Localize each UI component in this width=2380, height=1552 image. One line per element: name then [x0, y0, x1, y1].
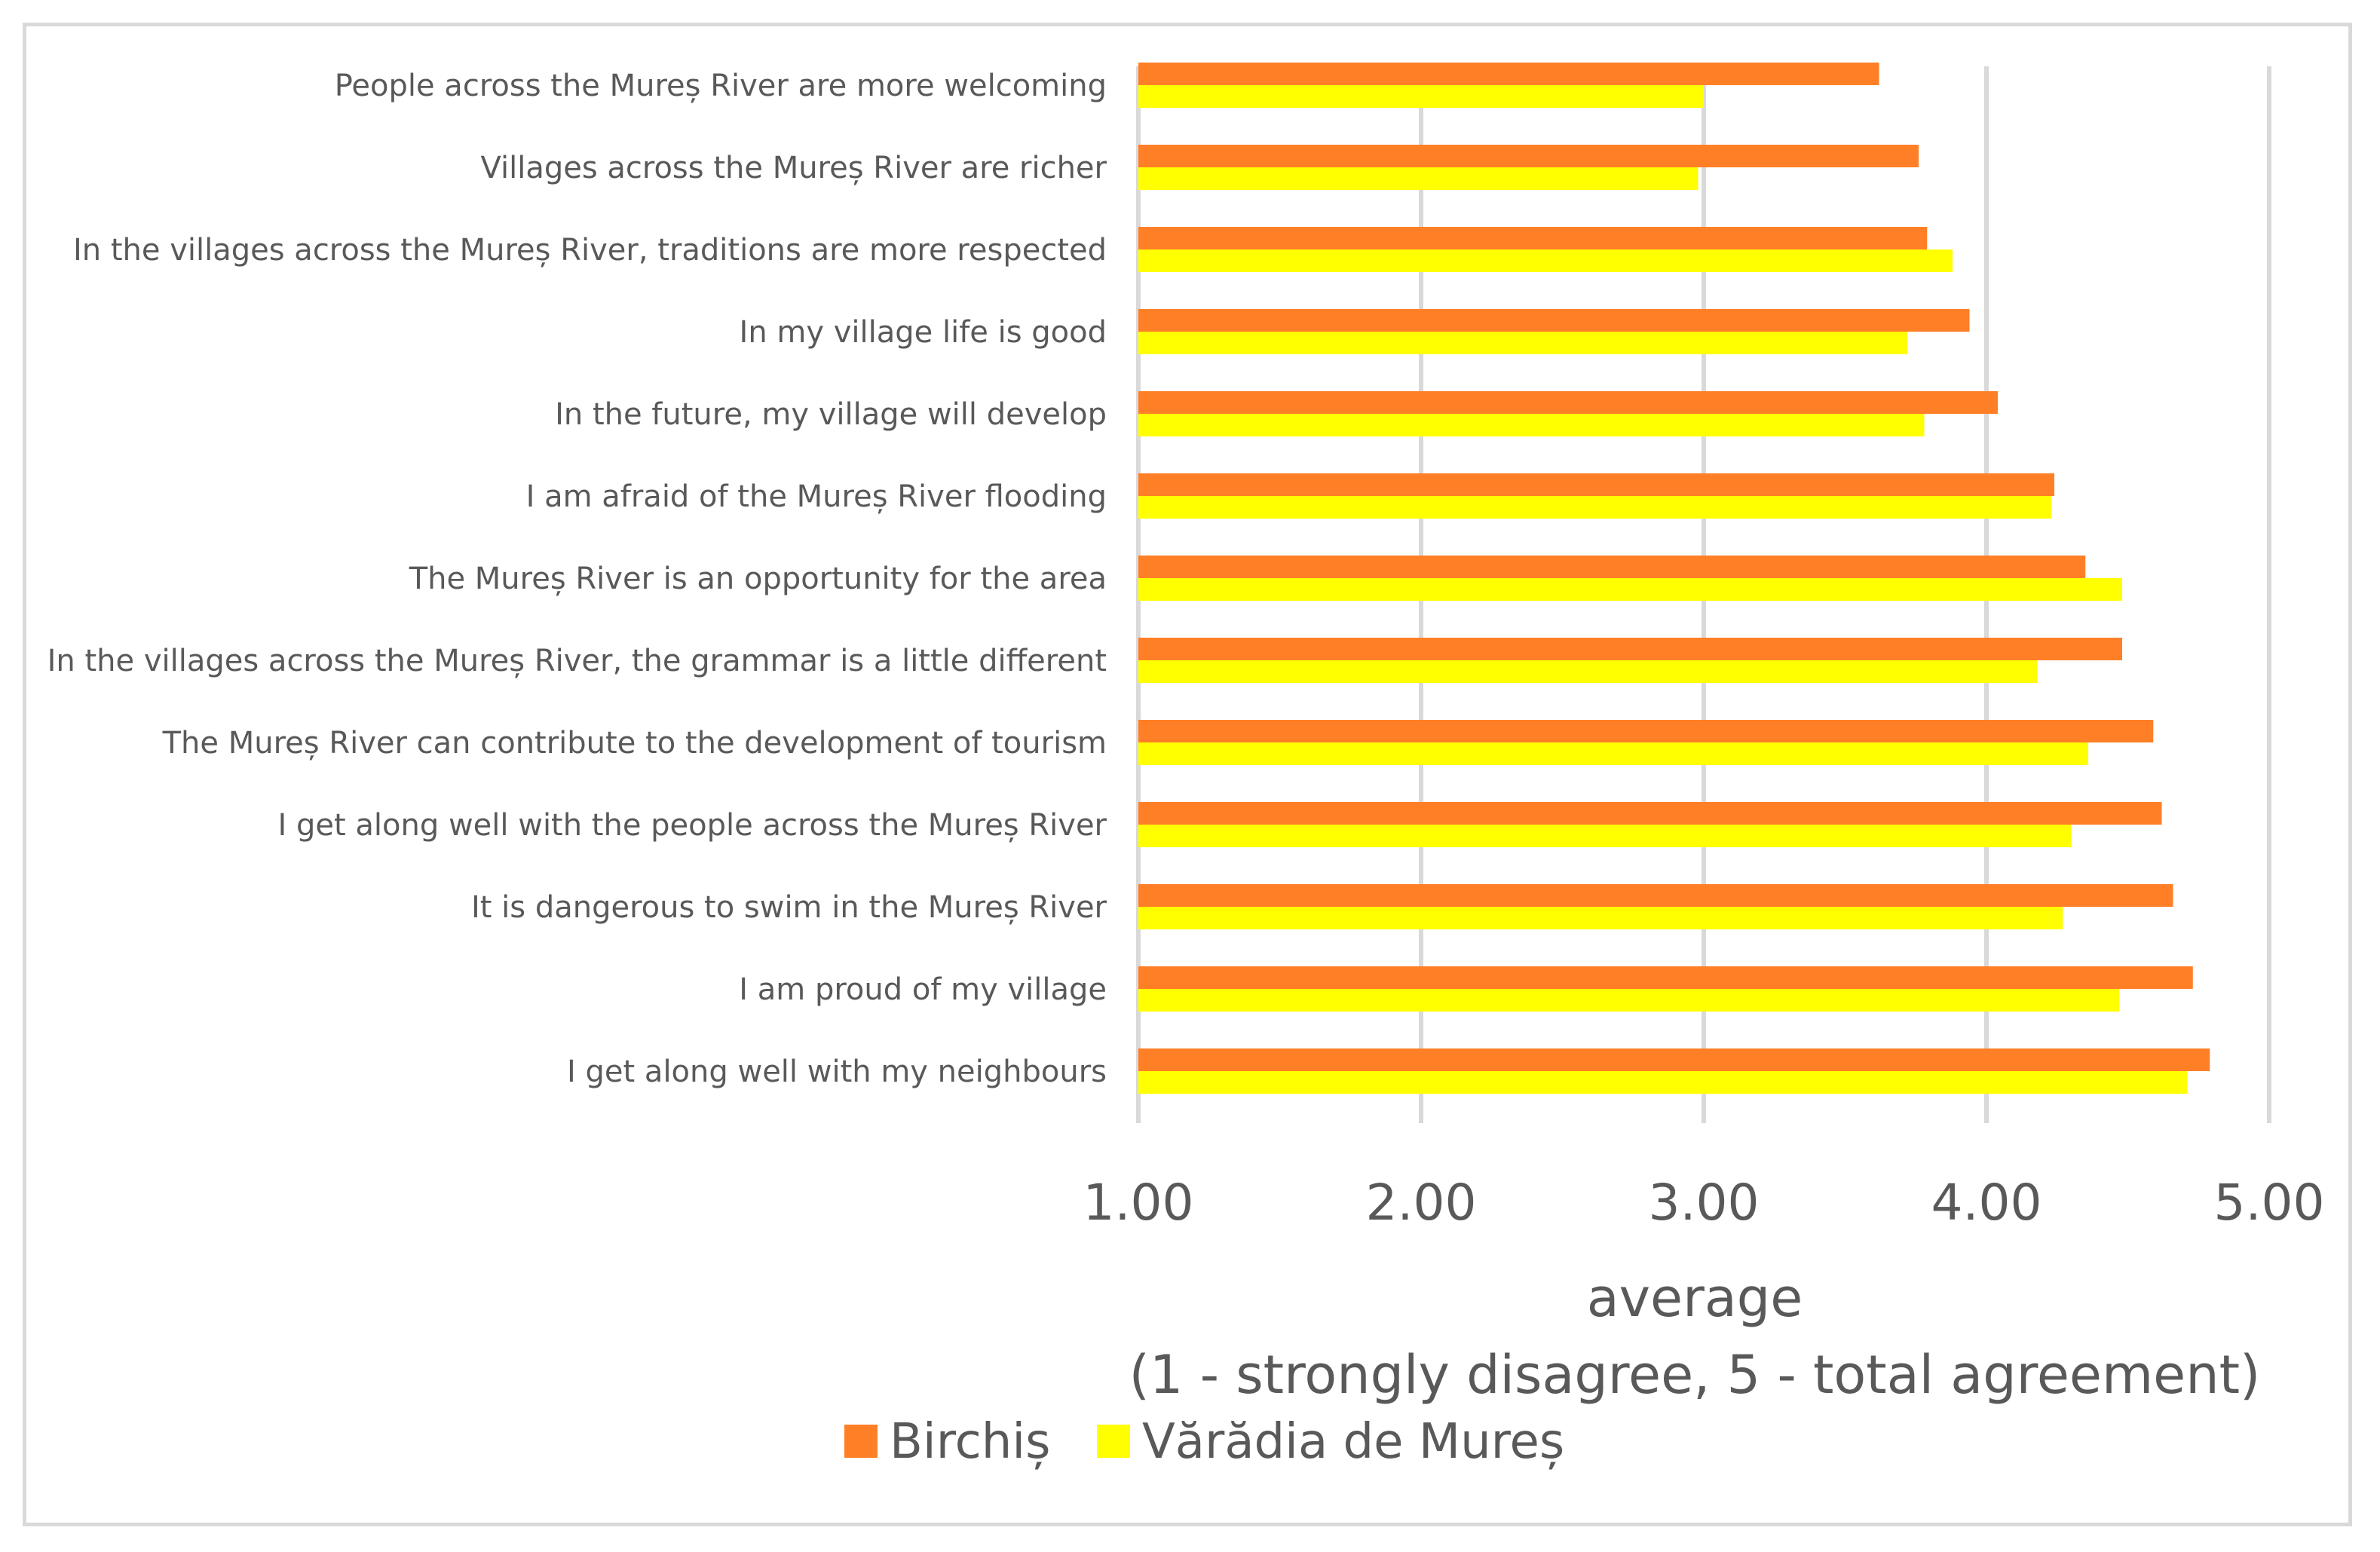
x-tick-label: 3.00: [1649, 1174, 1760, 1232]
x-tick-label: 4.00: [1931, 1174, 2042, 1232]
x-axis-title-line2: (1 - strongly disagree, 5 - total agreem…: [1129, 1344, 2261, 1406]
bar-varadia: [1138, 825, 2072, 847]
category-label: The Mureș River is an opportunity for th…: [409, 562, 1107, 596]
legend-swatch-birchis: [844, 1425, 878, 1458]
bar-varadia: [1138, 742, 2088, 765]
bar-varadia: [1138, 249, 1953, 272]
bar-varadia: [1138, 578, 2122, 601]
bar-birchis: [1138, 145, 1919, 167]
bar-birchis: [1138, 391, 1998, 414]
bar-varadia: [1138, 85, 1704, 108]
legend: Birchiș Vărădia de Mureș: [844, 1414, 1564, 1470]
bar-varadia: [1138, 496, 2052, 519]
category-label: In my village life is good: [740, 315, 1107, 350]
x-tick-label: 1.00: [1083, 1174, 1194, 1232]
legend-label-birchis[interactable]: Birchiș: [890, 1414, 1050, 1470]
bar-birchis: [1138, 884, 2173, 907]
bar-birchis: [1138, 802, 2162, 825]
category-label: I am proud of my village: [739, 972, 1107, 1007]
x-tick-labels: 1.00 2.00 3.00 4.00 5.00: [1083, 1174, 2325, 1232]
legend-label-varadia[interactable]: Vărădia de Mureș: [1142, 1414, 1564, 1470]
bar-birchis: [1138, 473, 2054, 496]
bar-varadia: [1138, 907, 2063, 929]
category-label: Villages across the Mureș River are rich…: [481, 151, 1107, 185]
category-label: The Mureș River can contribute to the de…: [162, 726, 1107, 761]
x-tick-label: 2.00: [1366, 1174, 1477, 1232]
bar-varadia: [1138, 414, 1925, 436]
bar-birchis: [1138, 309, 1970, 332]
bar-varadia: [1138, 989, 2120, 1012]
category-label: I get along well with the people across …: [278, 808, 1107, 843]
bar-birchis: [1138, 638, 2122, 660]
bar-varadia: [1138, 167, 1698, 190]
category-labels: People across the Mureș River are more w…: [47, 69, 1107, 1089]
category-label: I get along well with my neighbours: [567, 1055, 1107, 1089]
bar-birchis: [1138, 227, 1928, 249]
bar-birchis: [1138, 966, 2193, 989]
x-tick-label: 5.00: [2214, 1174, 2325, 1232]
bar-varadia: [1138, 332, 1907, 354]
chart-frame: [23, 23, 2352, 1526]
bar-birchis: [1138, 63, 1879, 85]
bar-varadia: [1138, 1071, 2188, 1094]
bar-birchis: [1138, 556, 2086, 578]
category-label: I am afraid of the Mureș River flooding: [526, 479, 1107, 514]
category-label: In the villages across the Mureș River, …: [73, 233, 1107, 268]
bars: [1138, 63, 2210, 1094]
category-label: It is dangerous to swim in the Mureș Riv…: [471, 890, 1107, 925]
legend-swatch-varadia: [1097, 1425, 1130, 1458]
category-label: People across the Mureș River are more w…: [335, 69, 1107, 103]
x-axis-title-line1: average: [1587, 1267, 1803, 1329]
category-label: In the future, my village will develop: [555, 397, 1107, 432]
category-label: In the villages across the Mureș River, …: [47, 644, 1107, 678]
bar-birchis: [1138, 720, 2154, 742]
bar-varadia: [1138, 660, 2038, 683]
bar-birchis: [1138, 1048, 2210, 1071]
